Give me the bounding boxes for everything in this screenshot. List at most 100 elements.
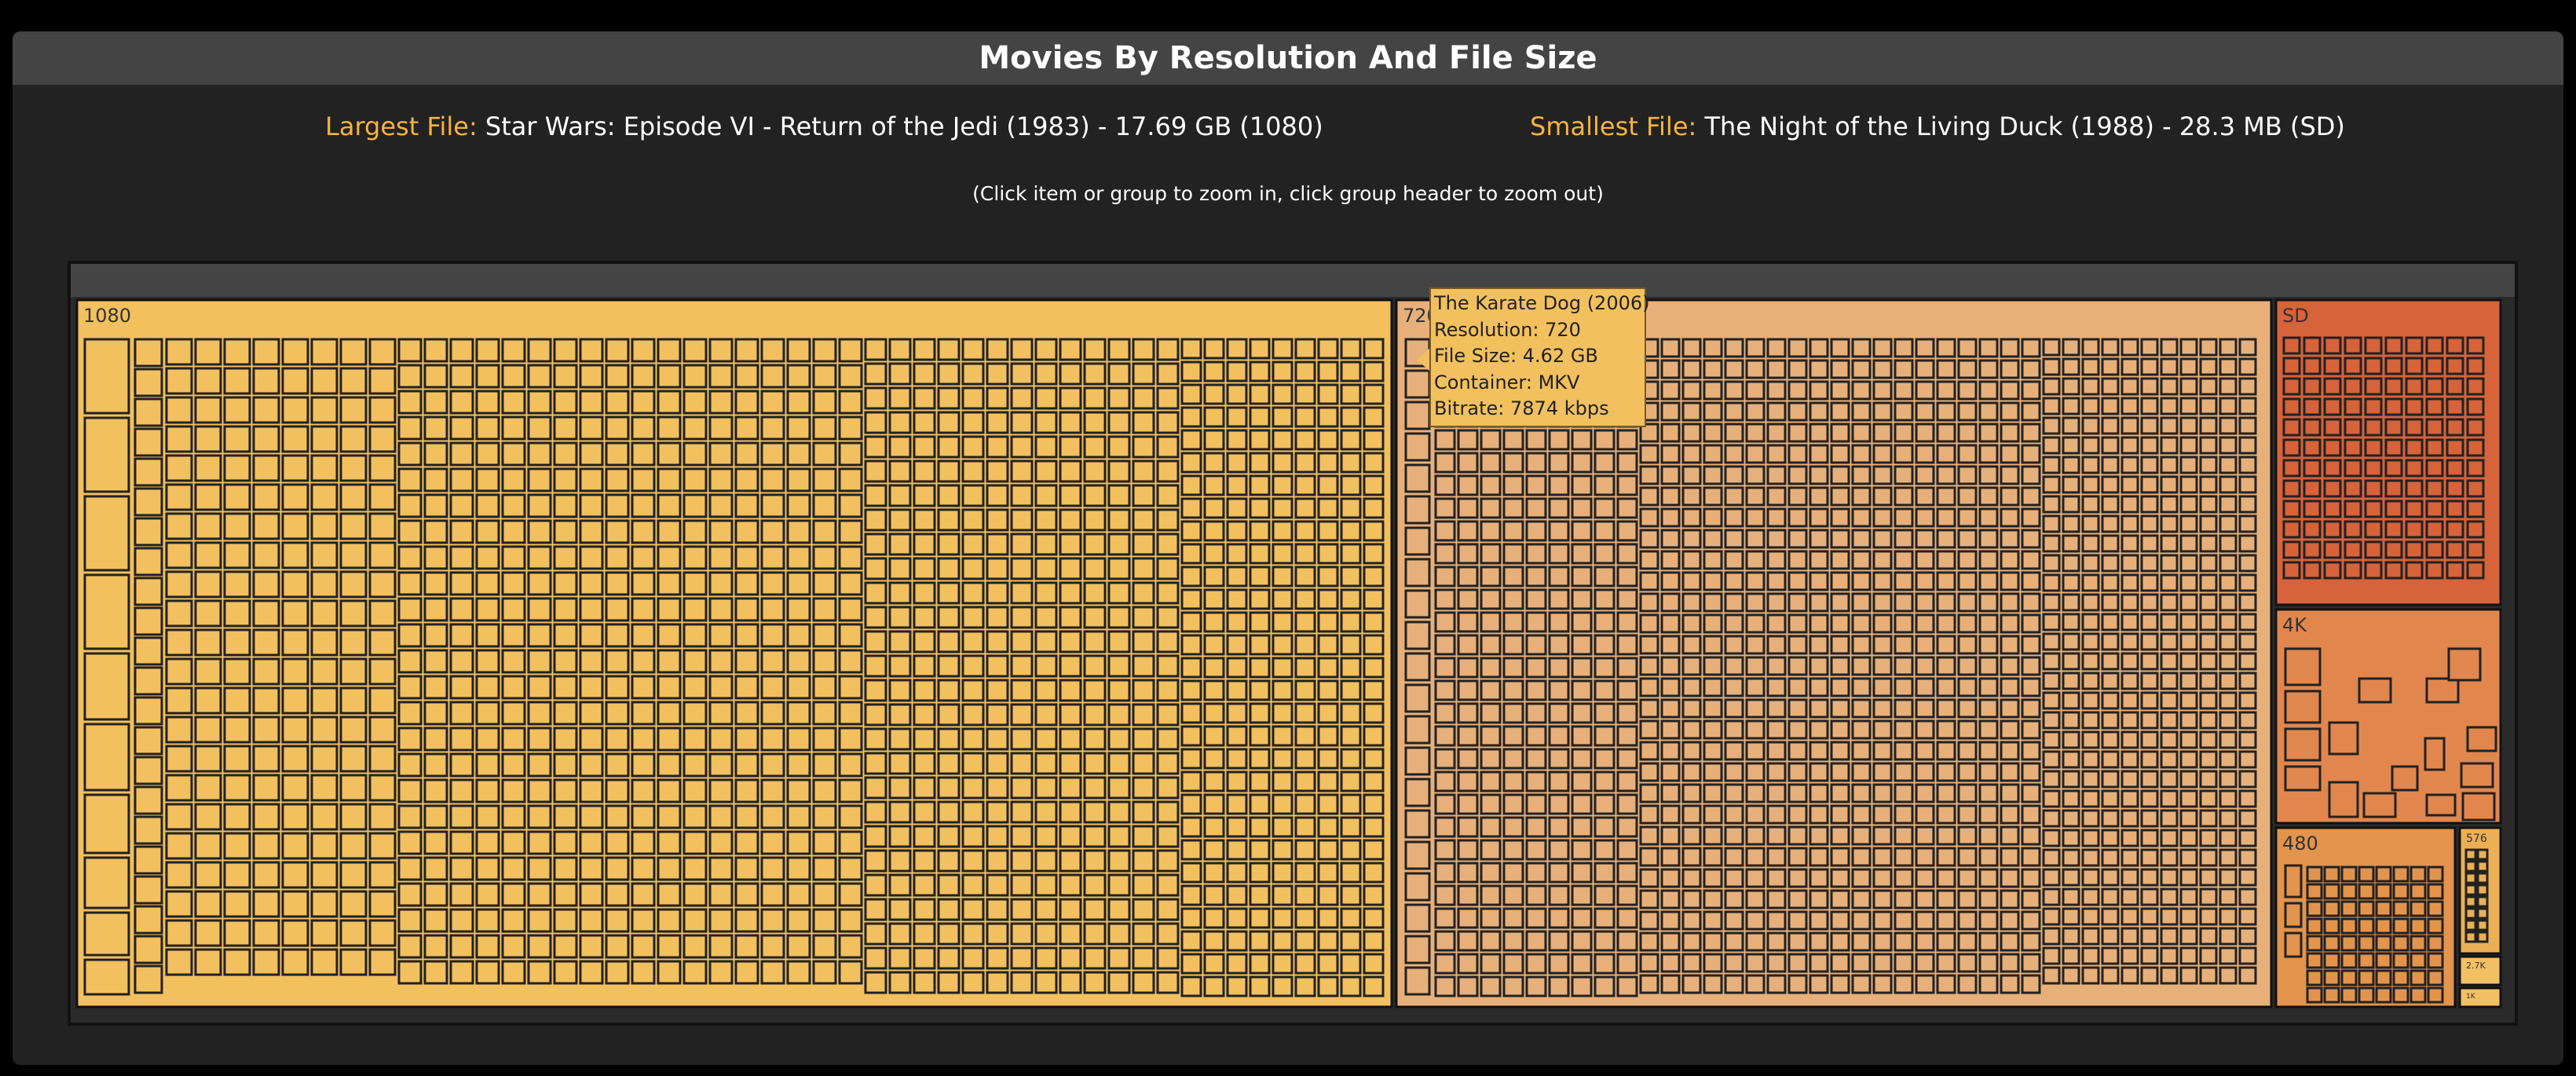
- movie-tile[interactable]: [134, 726, 163, 756]
- movie-tile[interactable]: [1363, 452, 1385, 474]
- movie-tile[interactable]: [1571, 702, 1593, 724]
- movie-tile[interactable]: [423, 804, 448, 829]
- movie-tile[interactable]: [1787, 677, 1808, 697]
- movie-tile[interactable]: [1272, 360, 1293, 382]
- movie-tile[interactable]: [1340, 702, 1362, 724]
- movie-tile[interactable]: [423, 701, 448, 726]
- movie-tile[interactable]: [1915, 953, 1935, 973]
- movie-tile[interactable]: [2179, 888, 2198, 906]
- movie-tile[interactable]: [937, 946, 961, 970]
- movie-tile[interactable]: [682, 882, 708, 907]
- movie-tile[interactable]: [1340, 452, 1362, 474]
- movie-tile[interactable]: [2340, 969, 2358, 986]
- movie-tile[interactable]: [1203, 657, 1225, 679]
- movie-tile[interactable]: [1851, 592, 1872, 613]
- movie-tile[interactable]: [1936, 423, 1956, 443]
- movie-tile[interactable]: [2219, 397, 2238, 415]
- movie-tile[interactable]: [1480, 520, 1502, 542]
- movie-tile[interactable]: [760, 441, 785, 467]
- movie-tile[interactable]: [631, 519, 656, 544]
- movie-tile[interactable]: [682, 726, 708, 752]
- movie-tile[interactable]: [1249, 884, 1271, 906]
- movie-tile[interactable]: [1548, 543, 1570, 565]
- movie-tile[interactable]: [1272, 884, 1293, 906]
- movie-tile[interactable]: [1894, 741, 1914, 761]
- movie-tile[interactable]: [1480, 611, 1502, 633]
- movie-tile[interactable]: [1915, 359, 1935, 379]
- movie-tile[interactable]: [2466, 418, 2485, 437]
- movie-tile[interactable]: [83, 416, 130, 493]
- movie-tile[interactable]: [1434, 588, 1456, 610]
- movie-tile[interactable]: [1434, 862, 1456, 884]
- movie-tile[interactable]: [2219, 691, 2238, 710]
- movie-tile[interactable]: [2062, 573, 2080, 592]
- movie-tile[interactable]: [339, 483, 368, 511]
- movie-tile[interactable]: [1703, 719, 1723, 740]
- movie-tile[interactable]: [760, 701, 785, 726]
- movie-tile[interactable]: [760, 778, 785, 803]
- movie-tile[interactable]: [1156, 679, 1180, 702]
- movie-tile[interactable]: [961, 533, 985, 556]
- movie-tile[interactable]: [605, 364, 630, 389]
- movie-tile[interactable]: [1872, 974, 1893, 994]
- movie-tile[interactable]: [423, 415, 448, 441]
- movie-tile[interactable]: [1830, 635, 1850, 655]
- movie-tile[interactable]: [1957, 974, 1978, 994]
- movie-tile[interactable]: [838, 856, 863, 881]
- movie-tile[interactable]: [423, 338, 448, 363]
- movie-tile[interactable]: [2425, 336, 2444, 355]
- movie-tile[interactable]: [986, 435, 1009, 459]
- movie-tile[interactable]: [2358, 883, 2375, 900]
- movie-tile[interactable]: [786, 726, 811, 752]
- movie-tile[interactable]: [631, 830, 656, 855]
- movie-tile[interactable]: [2140, 888, 2159, 906]
- movie-tile[interactable]: [1203, 953, 1225, 975]
- movie-tile[interactable]: [1010, 435, 1034, 459]
- movie-tile[interactable]: [368, 541, 397, 569]
- movie-tile[interactable]: [760, 571, 785, 596]
- movie-tile[interactable]: [2199, 514, 2218, 533]
- movie-tile[interactable]: [1434, 884, 1456, 906]
- movie-tile[interactable]: [1480, 839, 1502, 861]
- movie-tile[interactable]: [1010, 654, 1034, 678]
- movie-tile[interactable]: [1457, 975, 1479, 997]
- movie-tile[interactable]: [1457, 884, 1479, 906]
- movie-tile[interactable]: [1936, 868, 1956, 888]
- movie-tile[interactable]: [1724, 465, 1744, 485]
- movie-tile[interactable]: [937, 654, 961, 678]
- movie-tile[interactable]: [1226, 543, 1248, 565]
- movie-tile[interactable]: [1594, 474, 1615, 496]
- movie-tile[interactable]: [1660, 401, 1681, 422]
- movie-tile[interactable]: [682, 338, 708, 363]
- movie-tile[interactable]: [2042, 416, 2061, 435]
- movie-tile[interactable]: [2425, 793, 2457, 817]
- movie-tile[interactable]: [2219, 770, 2238, 789]
- movie-tile[interactable]: [1616, 588, 1638, 610]
- movie-tile[interactable]: [1915, 974, 1935, 994]
- movie-tile[interactable]: [2199, 907, 2218, 926]
- movie-tile[interactable]: [2238, 632, 2257, 651]
- movie-tile[interactable]: [1525, 748, 1547, 770]
- movie-tile[interactable]: [1766, 804, 1787, 825]
- movie-tile[interactable]: [1894, 656, 1914, 676]
- movie-tile[interactable]: [1639, 762, 1659, 782]
- movie-tile[interactable]: [449, 804, 474, 829]
- movie-tile[interactable]: [2358, 952, 2375, 969]
- movie-tile[interactable]: [2179, 514, 2198, 533]
- movie-tile[interactable]: [2140, 554, 2159, 573]
- movie-tile[interactable]: [1083, 362, 1107, 386]
- movie-tile[interactable]: [1681, 444, 1702, 464]
- movie-tile[interactable]: [501, 804, 526, 829]
- movie-tile[interactable]: [1957, 677, 1978, 697]
- movie-tile[interactable]: [2160, 789, 2179, 808]
- movie-tile[interactable]: [1978, 359, 1999, 379]
- movie-tile[interactable]: [1894, 380, 1914, 401]
- movie-tile[interactable]: [449, 493, 474, 518]
- movie-tile[interactable]: [1851, 507, 1872, 528]
- movie-tile[interactable]: [1226, 930, 1248, 952]
- movie-tile[interactable]: [2000, 380, 2020, 401]
- movie-tile[interactable]: [657, 934, 682, 959]
- movie-tile[interactable]: [605, 467, 630, 492]
- movie-tile[interactable]: [1059, 484, 1082, 507]
- movie-tile[interactable]: [1317, 406, 1339, 428]
